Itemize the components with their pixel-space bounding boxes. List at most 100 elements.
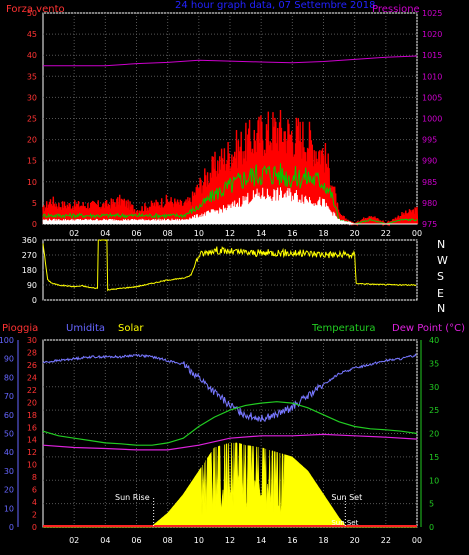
pressure-axis-label: Pressione [372,4,420,15]
pressure-tick: 1015 [422,51,442,60]
rain-tick: 28 [27,348,37,357]
direction-tick: 0 [32,296,37,305]
direction-tick: 360 [22,236,37,245]
wind-force-tick: 10 [27,178,37,187]
rain-tick: 4 [32,498,37,507]
time-tick: 00 [412,229,422,238]
pressure-tick: 985 [422,178,437,187]
time-tick: 06 [131,229,141,238]
time-tick: 20 [350,536,360,545]
wind-series [42,55,419,227]
chart-title: 24 hour graph data, 07 Settembre 2018 [175,0,375,11]
time-tick: 00 [412,536,422,545]
temperature-axis-label: Temperatura [311,323,376,334]
temperature-tick: 20 [429,430,439,439]
pressure-tick: 990 [422,157,437,166]
compass-label: W [437,254,448,267]
rain-tick: 10 [27,461,37,470]
direction-tick: 180 [22,266,37,275]
pressure-tick: 1025 [422,9,442,18]
compass-label: E [437,287,444,300]
humidity-tick: 60 [4,411,14,420]
time-tick: 06 [131,536,141,545]
pressure-ticks: 975 980 985 990 995 1000 1005 1010 1015 1020 1025 [422,9,442,229]
time-tick: 04 [100,536,110,545]
direction-tick: 270 [22,251,37,260]
humidity-line [42,353,417,422]
pressure-tick: 1010 [422,72,442,81]
wind-force-tick: 40 [27,51,37,60]
temperature-tick: 35 [429,359,439,368]
rain-tick: 18 [27,411,37,420]
wind-time-ticks: 02 04 06 08 10 12 14 16 18 20 22 00 [69,229,422,238]
temperature-tick: 5 [429,500,434,509]
time-tick: 14 [256,229,266,238]
dewpoint-axis-label: Dew Point (°C) [392,323,465,334]
time-tick: 02 [69,229,79,238]
direction-tick: 90 [27,281,37,290]
wind-force-axis-label: Forza vento [6,4,65,15]
sunset-label: Sun Set [331,493,362,502]
rain-tick: 8 [32,473,37,482]
time-tick: 22 [381,536,391,545]
direction-grid [43,239,418,301]
pressure-tick: 1005 [422,93,442,102]
rain-tick: 12 [27,448,37,457]
rain-tick: 2 [32,511,37,520]
temperature-tick: 30 [429,383,439,392]
pressure-tick: 1020 [422,30,442,39]
temperature-ticks: 0 5 10 15 20 25 30 35 40 [420,336,439,532]
rain-axis-label: Pioggia [2,323,38,334]
time-tick: 12 [225,229,235,238]
compass-label: N [437,302,445,315]
wind-force-tick: 50 [27,9,37,18]
humidity-axis-label: Umidita [66,323,105,334]
sun-annotations: Sun Rise Sun Set Sun Set [115,493,362,527]
humidity-tick: 90 [4,355,14,364]
rain-tick: 24 [27,373,37,382]
time-tick: 16 [287,229,297,238]
rain-tick: 26 [27,361,37,370]
pressure-tick: 975 [422,220,437,229]
rain-tick: 20 [27,398,37,407]
rain-tick: 0 [32,523,37,532]
wind-force-tick: 0 [32,220,37,229]
time-tick: 08 [163,536,173,545]
temperature-series [42,353,418,528]
compass-label: N [437,238,445,251]
temperature-tick: 0 [429,523,434,532]
temperature-tick: 40 [429,336,439,345]
direction-series [42,239,417,292]
compass-label: S [437,270,444,283]
solar-axis-label: Solar [118,323,144,334]
pressure-tick: 980 [422,199,437,208]
temperature-humidity-chart: Pioggia Umidita Solar Temperatura Dew Po… [0,323,465,545]
temperature-tick: 15 [429,453,439,462]
rain-tick: 16 [27,423,37,432]
time-tick: 14 [256,536,266,545]
humidity-tick: 0 [9,523,14,532]
direction-degree-ticks: 0 90 180 270 360 [22,236,37,305]
pressure-tick: 1000 [422,115,442,124]
pressure-line [43,55,418,67]
wind-force-tick: 30 [27,93,37,102]
time-tick: 18 [318,536,328,545]
sunrise-label: Sun Rise [115,493,150,502]
rain-tick: 30 [27,336,37,345]
humidity-tick: 100 [0,336,14,345]
wind-pressure-chart: Forza vento 24 hour graph data, 07 Sette… [6,0,442,238]
humidity-tick: 30 [4,467,14,476]
humidity-tick: 80 [4,373,14,382]
rain-tick: 22 [27,386,37,395]
rain-tick: 14 [27,436,37,445]
wind-force-tick: 15 [27,157,37,166]
temperature-tick: 10 [429,476,439,485]
direction-line [42,239,417,292]
time-tick: 02 [69,536,79,545]
time-tick: 20 [350,229,360,238]
sunset-time-label: Sun Set [331,519,358,527]
humidity-tick: 70 [4,392,14,401]
